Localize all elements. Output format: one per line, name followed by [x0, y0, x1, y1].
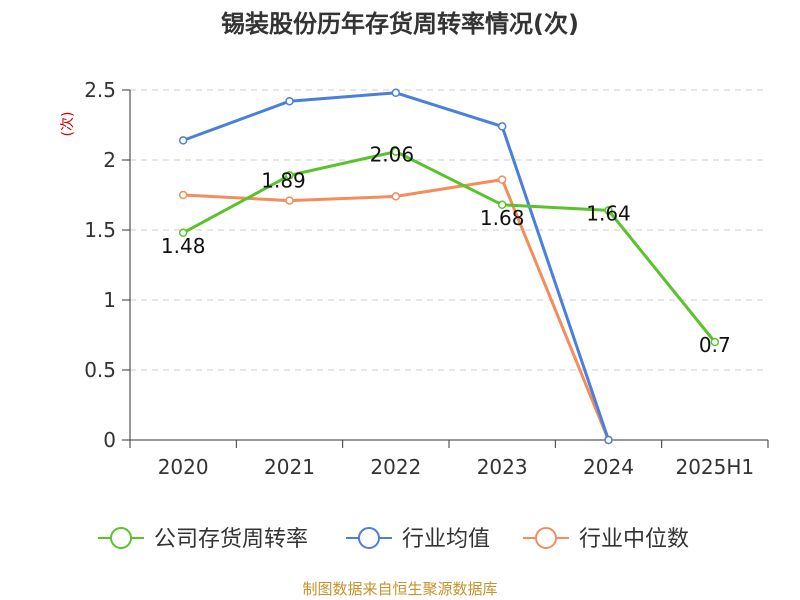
legend-item[interactable]: 行业均值	[346, 527, 490, 552]
grid-lines	[130, 89, 768, 371]
chart-title: 锡装股份历年存货周转率情况(次)	[221, 10, 579, 38]
x-tick-label: 2020	[158, 455, 209, 479]
data-label: 1.48	[161, 234, 206, 258]
legend-marker	[110, 527, 132, 549]
data-point	[497, 122, 507, 131]
x-tick-label: 2023	[477, 455, 528, 479]
data-point	[285, 196, 294, 205]
y-tick-label: 1	[103, 288, 116, 312]
x-tick-label: 2025H1	[675, 455, 754, 479]
data-label: 0.7	[699, 333, 731, 357]
data-point	[178, 228, 188, 238]
data-point	[604, 435, 613, 445]
x-tick-label: 2021	[264, 455, 315, 479]
y-tick-label: 2.5	[84, 78, 116, 102]
source-note: 制图数据来自恒生聚源数据库	[302, 580, 497, 598]
data-label: 2.06	[370, 143, 415, 167]
data-point	[391, 192, 401, 201]
data-label: 1.89	[261, 168, 306, 192]
axes: 0 0.5 1 1.5 2 2.5 2020 2021 2022 2023 2024 2025H1	[84, 78, 769, 479]
data-point	[391, 88, 401, 98]
legend-label: 行业均值	[402, 527, 490, 552]
legend-item[interactable]: 行业中位数	[523, 527, 689, 552]
data-label: 1.68	[480, 206, 525, 230]
data-point	[178, 190, 188, 200]
legend-marker	[358, 527, 380, 549]
legend-marker	[535, 527, 557, 549]
x-tick-label: 2024	[583, 455, 634, 479]
series-line	[183, 178, 610, 441]
data-point	[285, 171, 294, 180]
data-label: 1.64	[586, 201, 631, 225]
data-point	[178, 136, 188, 145]
legend[interactable]: 公司存货周转率 行业均值 行业中位数	[98, 527, 689, 552]
data-labels: 1.48 1.89 2.06 1.68 1.64 0.7	[161, 143, 731, 357]
x-tick-label: 2022	[370, 455, 421, 479]
data-point	[710, 337, 720, 347]
y-tick-label: 2	[103, 148, 116, 172]
y-tick-label: 1.5	[84, 218, 116, 242]
data-point	[497, 175, 507, 184]
data-point	[604, 206, 613, 215]
y-tick-label: 0	[103, 428, 116, 452]
data-point	[391, 147, 401, 156]
y-tick-label: 0.5	[84, 358, 116, 382]
data-point	[285, 96, 294, 106]
data-point	[497, 200, 507, 210]
series-lines	[178, 88, 720, 445]
y-axis-label: (次)	[60, 112, 76, 137]
legend-item[interactable]: 公司存货周转率	[98, 527, 308, 552]
legend-label: 行业中位数	[579, 527, 689, 552]
legend-label: 公司存货周转率	[154, 527, 308, 552]
series-line	[182, 150, 717, 343]
